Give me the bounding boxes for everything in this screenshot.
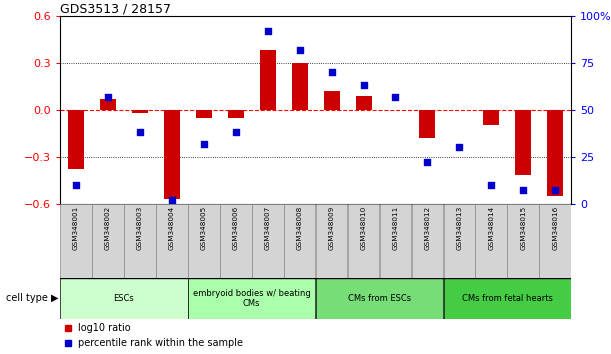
Bar	[444, 204, 475, 278]
Point	[71, 182, 81, 188]
Text: CMs from ESCs: CMs from ESCs	[348, 294, 411, 303]
Text: GSM348003: GSM348003	[137, 206, 143, 250]
Text: GSM348004: GSM348004	[169, 206, 175, 250]
Point	[167, 197, 177, 202]
Bar	[515, 110, 532, 175]
Bar	[444, 278, 571, 319]
Text: embryoid bodies w/ beating
CMs: embryoid bodies w/ beating CMs	[193, 289, 310, 308]
Point	[519, 188, 529, 193]
Bar	[228, 110, 244, 118]
Bar	[316, 204, 348, 278]
Text: GSM348002: GSM348002	[105, 206, 111, 250]
Point	[327, 69, 337, 75]
Bar	[356, 96, 371, 110]
Point	[263, 28, 273, 34]
Bar	[196, 110, 211, 118]
Point	[295, 47, 304, 52]
Bar	[92, 204, 123, 278]
Text: GSM348012: GSM348012	[425, 206, 431, 250]
Bar	[60, 278, 188, 319]
Text: GSM348010: GSM348010	[360, 206, 367, 250]
Bar	[540, 204, 571, 278]
Bar	[132, 110, 148, 113]
Point	[103, 94, 112, 99]
Bar	[188, 278, 315, 319]
Text: GDS3513 / 28157: GDS3513 / 28157	[60, 3, 171, 16]
Bar	[291, 63, 307, 110]
Point	[551, 188, 560, 193]
Text: GSM348006: GSM348006	[233, 206, 239, 250]
Point	[390, 94, 400, 99]
Bar	[420, 110, 436, 138]
Bar	[188, 204, 219, 278]
Text: GSM348011: GSM348011	[392, 206, 398, 250]
Bar	[412, 204, 444, 278]
Bar	[60, 204, 92, 278]
Bar	[220, 204, 252, 278]
Point	[486, 182, 496, 188]
Text: ESCs: ESCs	[114, 294, 134, 303]
Bar	[348, 204, 379, 278]
Point	[231, 130, 241, 135]
Text: GSM348001: GSM348001	[73, 206, 79, 250]
Bar	[483, 110, 499, 125]
Text: CMs from fetal hearts: CMs from fetal hearts	[462, 294, 553, 303]
Text: GSM348016: GSM348016	[552, 206, 558, 250]
Bar	[379, 204, 411, 278]
Bar	[164, 110, 180, 199]
Bar	[284, 204, 315, 278]
Bar	[324, 91, 340, 110]
Bar	[124, 204, 156, 278]
Point	[359, 82, 368, 88]
Bar	[260, 50, 276, 110]
Text: percentile rank within the sample: percentile rank within the sample	[78, 338, 243, 348]
Point	[423, 159, 433, 165]
Text: log10 ratio: log10 ratio	[78, 322, 130, 332]
Text: GSM348005: GSM348005	[200, 206, 207, 250]
Text: GSM348009: GSM348009	[329, 206, 335, 250]
Bar	[547, 110, 563, 196]
Bar	[156, 204, 188, 278]
Bar	[475, 204, 507, 278]
Point	[199, 141, 208, 146]
Text: GSM348007: GSM348007	[265, 206, 271, 250]
Text: GSM348008: GSM348008	[296, 206, 302, 250]
Bar	[100, 99, 116, 110]
Text: GSM348015: GSM348015	[521, 206, 526, 250]
Bar	[68, 110, 84, 169]
Bar	[316, 278, 444, 319]
Bar	[252, 204, 284, 278]
Point	[455, 144, 464, 150]
Point	[135, 130, 145, 135]
Text: GSM348013: GSM348013	[456, 206, 463, 250]
Text: GSM348014: GSM348014	[488, 206, 494, 250]
Text: cell type ▶: cell type ▶	[6, 293, 59, 303]
Bar	[508, 204, 540, 278]
